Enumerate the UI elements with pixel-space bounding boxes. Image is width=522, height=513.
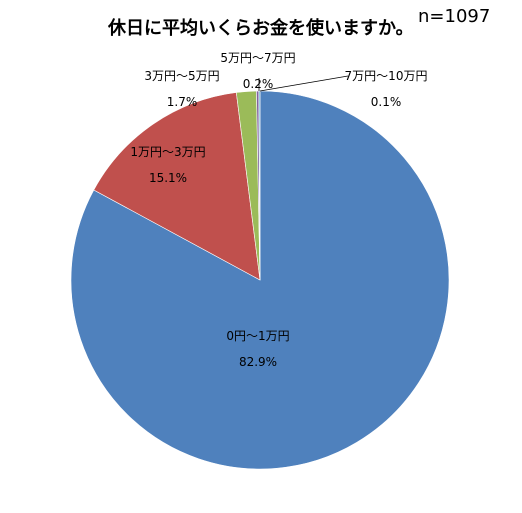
slice-value-label-3: 1.7% xyxy=(167,95,198,109)
chart-title: 休日に平均いくらお金を使いますか。 xyxy=(108,18,414,39)
pie-slice-2 xyxy=(93,92,261,281)
slice-value-label-2: 15.1% xyxy=(149,171,187,185)
slice-value-label-5: 0.1% xyxy=(371,95,402,109)
sample-size: n=1097 xyxy=(418,6,491,27)
slice-category-label-4: 5万円～7万円 xyxy=(220,51,295,65)
slice-category-label-5: 7万円～10万円 xyxy=(345,69,428,83)
slice-category-label-2: 1万円～3万円 xyxy=(130,145,205,159)
slice-category-label-3: 3万円～5万円 xyxy=(144,69,219,83)
pie-slice-5 xyxy=(258,90,261,281)
slice-value-label-4: 0.2% xyxy=(243,77,274,91)
slice-value-label-1: 82.9% xyxy=(239,355,277,369)
slice-category-label-1: 0円～1万円 xyxy=(226,329,289,343)
leader-line-5 xyxy=(259,75,349,92)
